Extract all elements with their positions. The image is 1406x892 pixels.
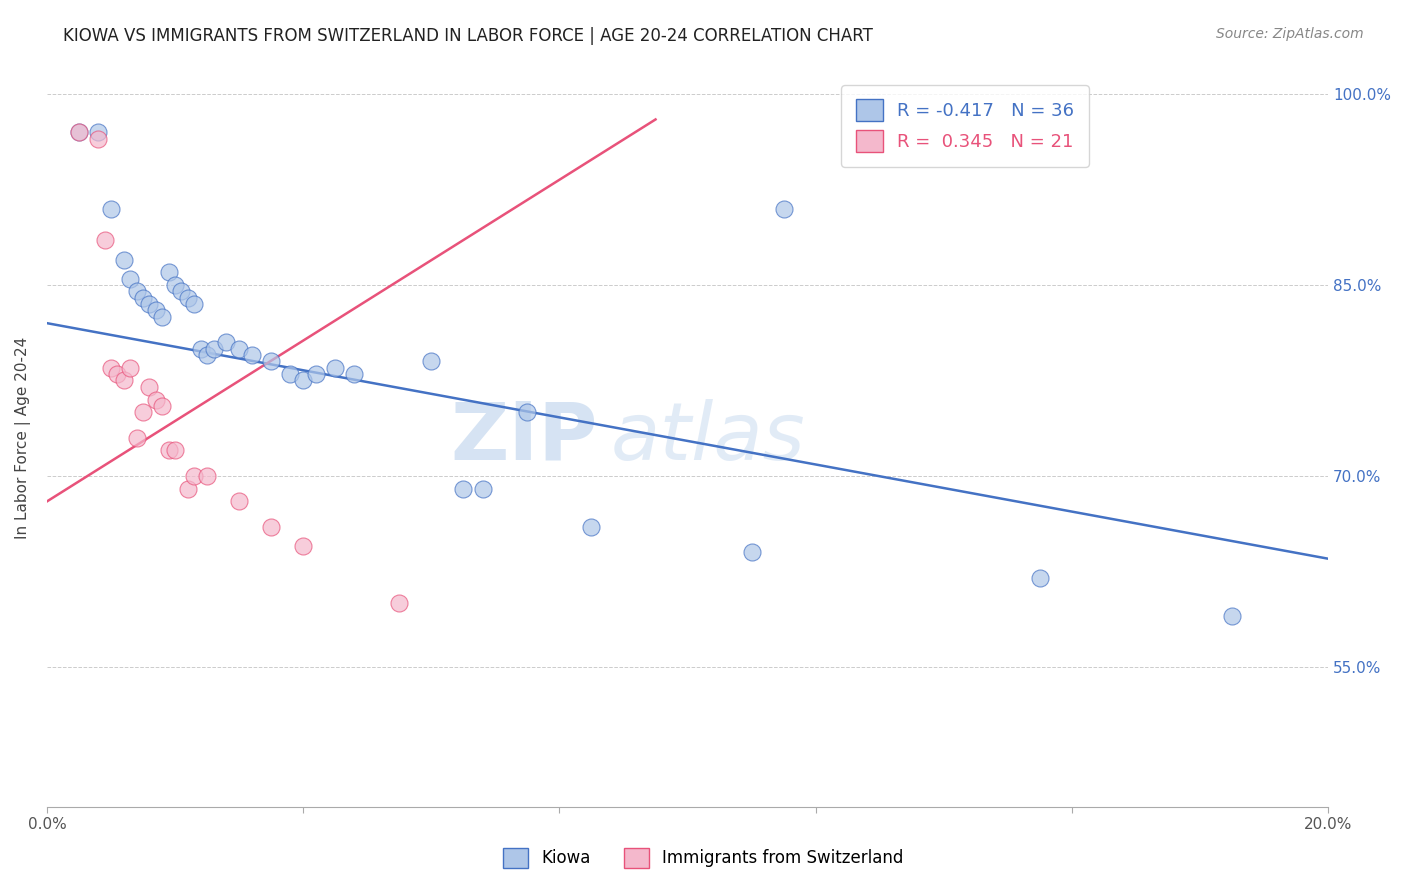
Point bbox=[120, 360, 142, 375]
Legend: Kiowa, Immigrants from Switzerland: Kiowa, Immigrants from Switzerland bbox=[496, 841, 910, 875]
Point bbox=[145, 392, 167, 407]
Point bbox=[581, 520, 603, 534]
Point bbox=[177, 482, 200, 496]
Point bbox=[260, 520, 283, 534]
Point bbox=[228, 494, 250, 508]
Point bbox=[190, 342, 212, 356]
Point bbox=[453, 482, 475, 496]
Point bbox=[420, 354, 443, 368]
Point bbox=[195, 348, 218, 362]
Point bbox=[388, 596, 411, 610]
Legend: R = -0.417   N = 36, R =  0.345   N = 21: R = -0.417 N = 36, R = 0.345 N = 21 bbox=[841, 85, 1088, 167]
Point bbox=[157, 265, 180, 279]
Point bbox=[1220, 609, 1243, 624]
Point bbox=[100, 202, 122, 216]
Point bbox=[260, 354, 283, 368]
Point bbox=[112, 374, 135, 388]
Point bbox=[292, 374, 315, 388]
Text: Source: ZipAtlas.com: Source: ZipAtlas.com bbox=[1216, 27, 1364, 41]
Point bbox=[343, 367, 366, 381]
Point bbox=[87, 125, 110, 139]
Point bbox=[150, 310, 173, 324]
Text: ZIP: ZIP bbox=[451, 399, 598, 476]
Point bbox=[170, 285, 193, 299]
Point bbox=[228, 342, 250, 356]
Point bbox=[292, 539, 315, 553]
Point bbox=[323, 360, 346, 375]
Point bbox=[87, 131, 110, 145]
Point bbox=[93, 234, 115, 248]
Point bbox=[138, 297, 160, 311]
Point bbox=[516, 405, 538, 419]
Point bbox=[145, 303, 167, 318]
Point bbox=[150, 399, 173, 413]
Text: KIOWA VS IMMIGRANTS FROM SWITZERLAND IN LABOR FORCE | AGE 20-24 CORRELATION CHAR: KIOWA VS IMMIGRANTS FROM SWITZERLAND IN … bbox=[63, 27, 873, 45]
Point bbox=[67, 125, 90, 139]
Point bbox=[112, 252, 135, 267]
Point bbox=[107, 367, 129, 381]
Text: atlas: atlas bbox=[610, 399, 806, 476]
Point bbox=[1029, 571, 1052, 585]
Y-axis label: In Labor Force | Age 20-24: In Labor Force | Age 20-24 bbox=[15, 336, 31, 539]
Point bbox=[215, 335, 238, 350]
Point bbox=[165, 443, 187, 458]
Point bbox=[202, 342, 225, 356]
Point bbox=[305, 367, 328, 381]
Point bbox=[195, 469, 218, 483]
Point bbox=[240, 348, 263, 362]
Point bbox=[183, 469, 205, 483]
Point bbox=[280, 367, 302, 381]
Point bbox=[132, 405, 155, 419]
Point bbox=[177, 291, 200, 305]
Point bbox=[125, 431, 148, 445]
Point bbox=[100, 360, 122, 375]
Point bbox=[157, 443, 180, 458]
Point bbox=[67, 125, 90, 139]
Point bbox=[120, 271, 142, 285]
Point bbox=[165, 277, 187, 292]
Point bbox=[125, 285, 148, 299]
Point bbox=[471, 482, 494, 496]
Point bbox=[772, 202, 794, 216]
Point bbox=[183, 297, 205, 311]
Point bbox=[138, 380, 160, 394]
Point bbox=[741, 545, 763, 559]
Point bbox=[132, 291, 155, 305]
